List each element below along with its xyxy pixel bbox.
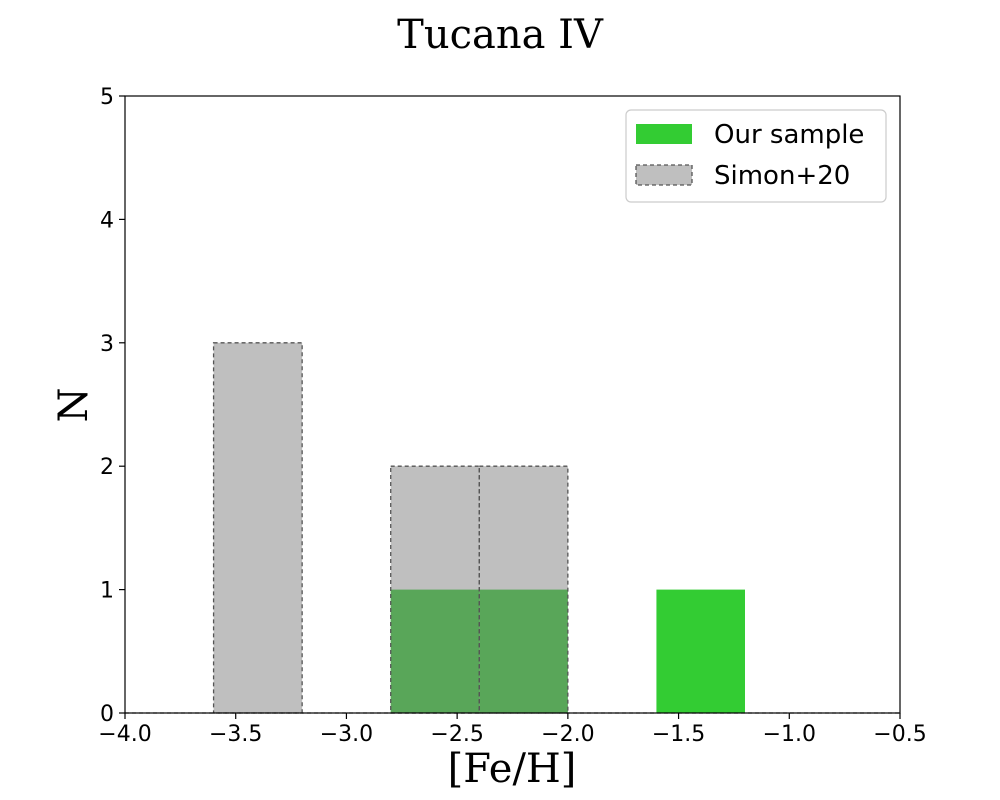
x-tick-label: −3.5	[209, 722, 262, 747]
y-tick-label: 2	[100, 455, 114, 480]
x-tick-label: −0.5	[873, 722, 926, 747]
y-tick-label: 1	[100, 579, 114, 604]
x-tick-label: −3.0	[320, 722, 373, 747]
legend-label-our-sample: Our sample	[714, 120, 864, 150]
x-tick-label: −1.0	[763, 722, 816, 747]
x-axis-label: [Fe/H]	[448, 746, 577, 792]
legend-label-simon20: Simon+20	[714, 161, 850, 191]
bar-simon20-0	[212, 342, 303, 714]
legend-swatch-simon20	[635, 164, 693, 186]
legend-swatch-our-sample	[636, 124, 692, 144]
ticks-layer: −4.0 −3.5 −3.0 −2.5 −2.0 −1.5 −1.0 −0.5 0 1 2 3 4 5	[98, 85, 926, 747]
legend: Our sample Simon+20	[625, 109, 887, 203]
x-tick-label: −4.0	[98, 722, 151, 747]
x-tick-label: −2.5	[430, 722, 483, 747]
y-tick-label: 5	[100, 85, 114, 110]
bar-our-sample-2	[656, 589, 745, 713]
bar-simon20-1	[390, 465, 480, 714]
y-axis-label: N	[51, 388, 97, 423]
y-tick-label: 3	[100, 332, 114, 357]
x-tick-label: −2.0	[541, 722, 594, 747]
plot-frame	[124, 95, 901, 714]
x-tick-label: −1.5	[652, 722, 705, 747]
bar-simon20-2	[478, 465, 569, 714]
y-tick-label: 4	[100, 208, 114, 233]
chart-title: Tucana IV	[397, 12, 604, 58]
y-tick-label: 0	[100, 702, 114, 727]
bars-layer	[125, 342, 900, 714]
